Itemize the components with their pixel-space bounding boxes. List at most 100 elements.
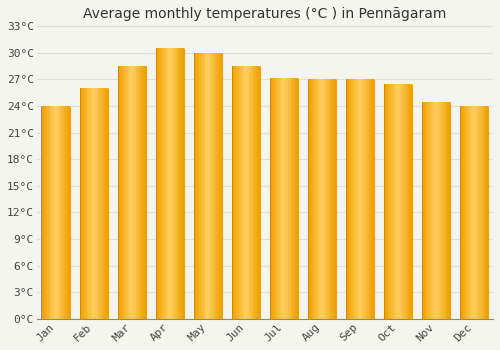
Bar xyxy=(329,79,330,319)
Bar xyxy=(440,102,442,319)
Bar xyxy=(202,53,203,319)
Bar xyxy=(81,88,82,319)
Bar xyxy=(410,84,411,319)
Bar xyxy=(130,66,132,319)
Bar xyxy=(270,78,271,319)
Bar xyxy=(481,106,482,319)
Bar xyxy=(357,79,358,319)
Bar xyxy=(128,66,129,319)
Bar xyxy=(158,48,160,319)
Bar xyxy=(92,88,94,319)
Bar xyxy=(166,48,167,319)
Bar xyxy=(143,66,144,319)
Bar xyxy=(236,66,238,319)
Bar xyxy=(368,79,370,319)
Bar xyxy=(316,79,318,319)
Bar xyxy=(164,48,166,319)
Bar xyxy=(281,78,282,319)
Bar xyxy=(290,78,291,319)
Bar xyxy=(332,79,334,319)
Bar xyxy=(85,88,86,319)
Bar xyxy=(438,102,439,319)
Bar xyxy=(68,106,70,319)
Bar xyxy=(246,66,248,319)
Bar xyxy=(328,79,329,319)
Bar xyxy=(356,79,357,319)
Bar xyxy=(233,66,234,319)
Bar xyxy=(181,48,182,319)
Bar xyxy=(160,48,162,319)
Bar xyxy=(243,66,244,319)
Bar xyxy=(350,79,352,319)
Bar xyxy=(370,79,372,319)
Bar xyxy=(157,48,158,319)
Bar xyxy=(461,106,462,319)
Bar xyxy=(119,66,120,319)
Bar xyxy=(102,88,104,319)
Bar xyxy=(318,79,319,319)
Bar xyxy=(471,106,472,319)
Bar xyxy=(63,106,64,319)
Bar xyxy=(106,88,108,319)
Bar xyxy=(134,66,136,319)
Bar xyxy=(442,102,443,319)
Bar xyxy=(95,88,96,319)
Bar xyxy=(428,102,429,319)
Bar xyxy=(408,84,410,319)
Bar xyxy=(258,66,260,319)
Bar xyxy=(104,88,105,319)
Bar xyxy=(286,78,287,319)
Bar xyxy=(210,53,212,319)
Bar xyxy=(386,84,388,319)
Bar xyxy=(334,79,335,319)
Bar xyxy=(244,66,246,319)
Bar xyxy=(256,66,258,319)
Bar xyxy=(176,48,177,319)
Bar xyxy=(372,79,373,319)
Bar xyxy=(477,106,478,319)
Bar xyxy=(484,106,486,319)
Bar xyxy=(373,79,374,319)
Bar xyxy=(129,66,130,319)
Bar xyxy=(242,66,243,319)
Bar xyxy=(132,66,133,319)
Bar xyxy=(280,78,281,319)
Bar xyxy=(478,106,480,319)
Bar xyxy=(292,78,294,319)
Bar xyxy=(53,106,54,319)
Bar xyxy=(364,79,366,319)
Bar xyxy=(46,106,47,319)
Bar xyxy=(274,78,276,319)
Bar xyxy=(252,66,253,319)
Bar xyxy=(430,102,432,319)
Bar xyxy=(96,88,98,319)
Bar xyxy=(443,102,444,319)
Bar xyxy=(206,53,208,319)
Bar xyxy=(140,66,142,319)
Bar xyxy=(48,106,50,319)
Bar xyxy=(232,66,233,319)
Bar xyxy=(271,78,272,319)
Bar xyxy=(88,88,90,319)
Bar xyxy=(308,79,309,319)
Bar xyxy=(360,79,362,319)
Bar xyxy=(64,106,66,319)
Bar xyxy=(276,78,277,319)
Bar xyxy=(411,84,412,319)
Bar xyxy=(436,102,438,319)
Bar xyxy=(218,53,220,319)
Bar xyxy=(396,84,398,319)
Bar xyxy=(168,48,170,319)
Bar xyxy=(391,84,392,319)
Bar xyxy=(54,106,56,319)
Bar xyxy=(362,79,363,319)
Bar xyxy=(234,66,236,319)
Bar xyxy=(204,53,205,319)
Bar xyxy=(395,84,396,319)
Bar xyxy=(472,106,474,319)
Bar xyxy=(288,78,290,319)
Bar xyxy=(486,106,487,319)
Bar xyxy=(126,66,128,319)
Bar xyxy=(470,106,471,319)
Title: Average monthly temperatures (°C ) in Pennāgaram: Average monthly temperatures (°C ) in Pe… xyxy=(83,7,446,21)
